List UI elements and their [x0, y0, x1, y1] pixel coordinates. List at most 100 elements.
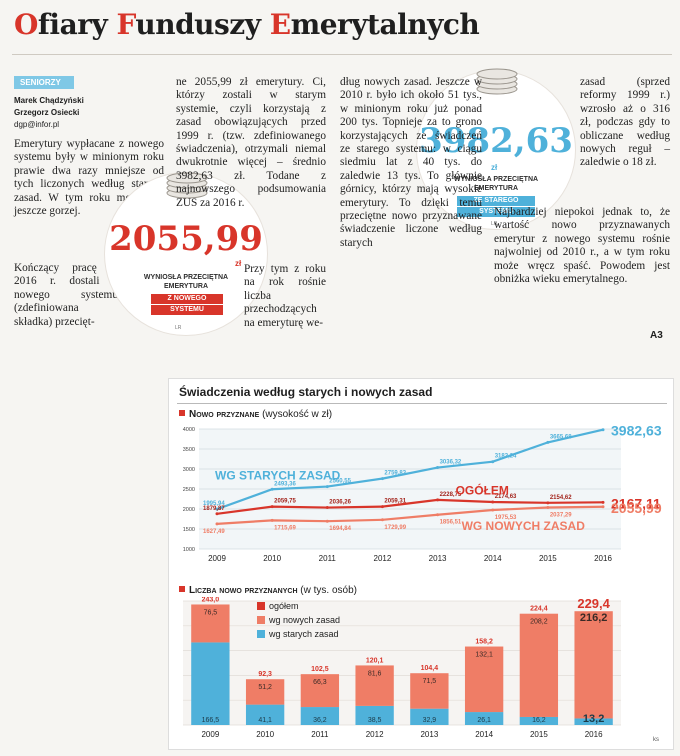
bar-total-label: 104,4	[421, 665, 439, 672]
y-tick-label: 1000	[183, 547, 195, 553]
bar-total-label: 158,2	[475, 639, 493, 646]
bar-old-label: 41,1	[258, 717, 272, 724]
article-column-3a: dług nowych zasad. Jeszcze w 2010 r. był…	[340, 76, 482, 250]
legend-label: wg nowych zasad	[268, 615, 340, 625]
body-paragraph: Kończący pracę w 2016 r. dostali z noweg…	[14, 262, 118, 328]
chart-credit: ks	[653, 737, 659, 743]
y-tick-label: 3000	[183, 467, 195, 473]
headline-initial-o: O	[14, 8, 38, 41]
data-label: 1995,94	[203, 501, 225, 507]
x-tick-label: 2014	[475, 730, 493, 739]
data-point	[491, 460, 495, 464]
article-column-4b: Najbardziej niepokoi jednak to, że warto…	[494, 206, 670, 286]
x-tick-label: 2014	[484, 554, 502, 563]
article-column-1b: Kończący pracę w 2016 r. dostali z noweg…	[14, 262, 118, 329]
headline-divider	[12, 54, 672, 55]
bar-old-system	[355, 705, 394, 725]
coins-icon	[166, 172, 208, 199]
data-label: 2493,36	[274, 481, 296, 487]
data-label: 1627,49	[203, 529, 225, 535]
data-point	[601, 505, 605, 509]
bar-new-system	[355, 665, 394, 706]
author-name: Grzegorz Osiecki	[14, 108, 80, 117]
x-tick-label: 2013	[420, 730, 438, 739]
article-column-1: Emerytury wypłacane z nowego systemu był…	[14, 138, 164, 218]
x-tick-label: 2009	[208, 554, 226, 563]
badge-new-credit: LR	[175, 325, 182, 331]
legend-label: ogółem	[269, 601, 299, 611]
series-line	[216, 498, 604, 515]
body-paragraph: Najbardziej niepokoi jednak to, że warto…	[494, 206, 670, 286]
data-point	[380, 518, 384, 522]
data-point	[436, 513, 440, 517]
data-point	[380, 505, 384, 509]
data-label: 1715,69	[274, 525, 296, 531]
body-paragraph: Przy tym z roku na rok rośnie liczba prz…	[244, 263, 326, 329]
data-point	[215, 512, 219, 516]
series-name: WG NOWYCH ZASAD	[462, 519, 586, 533]
legend-label: wg starych zasad	[268, 629, 339, 639]
byline: Marek Chądzyński Grzegorz Osiecki dgp@in…	[14, 95, 84, 131]
badge-new-pill-1: Z NOWEGO	[151, 294, 223, 304]
data-label: 2154,62	[550, 495, 572, 501]
data-point	[601, 500, 605, 504]
bar-chart-title-rest: (w tys. osób)	[300, 585, 357, 596]
data-label: 2174,63	[495, 494, 517, 500]
chart-panel: Świadczenia według starych i nowych zasa…	[168, 378, 674, 750]
data-label: 1856,51	[440, 520, 462, 526]
x-tick-label: 2016	[594, 554, 612, 563]
x-tick-label: 2011	[311, 730, 329, 739]
article-column-2: ne 2055,99 zł emerytury. Ci, którzy zost…	[176, 76, 326, 210]
line-chart-title-bold: Nowo przyznane	[189, 409, 260, 420]
legend-swatch	[257, 616, 265, 624]
data-label: 1694,84	[329, 526, 351, 532]
bar-old-label: 38,5	[368, 717, 382, 724]
badge-new-caption-2: EMERYTURA	[163, 283, 209, 290]
badge-new-pill-2: SYSTEMU	[151, 305, 223, 315]
bar-chart-title-bold: Liczba nowo przyznanych	[189, 585, 298, 596]
bar-new-label: 216,2	[580, 612, 608, 624]
author-email[interactable]: dgp@infor.pl	[14, 120, 60, 129]
data-label: 1729,99	[384, 525, 406, 531]
x-tick-label: 2015	[530, 730, 548, 739]
bar-new-label: 76,5	[204, 609, 218, 616]
bar-chart-title: Liczba nowo przyznanych (w tys. osób)	[179, 585, 357, 596]
body-paragraph: dług nowych zasad. Jeszcze w 2010 r. był…	[340, 76, 482, 249]
chart-panel-title: Świadczenia według starych i nowych zasa…	[179, 385, 433, 399]
bar-old-label: 32,9	[423, 717, 437, 724]
x-tick-label: 2011	[319, 554, 337, 563]
line-chart-title-rest: (wysokość w zł)	[262, 409, 333, 420]
badge-old-caption-2: EMERYTURA	[473, 185, 519, 192]
data-label: 2037,29	[550, 513, 572, 519]
badge-old-caption-1: WYNIOSŁA PRZECIĘTNA	[453, 176, 539, 183]
article-column-2b: Przy tym z roku na rok rośnie liczba prz…	[244, 263, 326, 330]
bar-new-label: 208,2	[530, 619, 548, 626]
bar-new-label: 66,3	[313, 679, 327, 686]
bar-new-system	[574, 611, 613, 719]
y-tick-label: 3500	[183, 447, 195, 453]
y-tick-label: 2500	[183, 487, 195, 493]
page-reference: A3	[650, 330, 663, 341]
bar-new-label: 81,6	[368, 670, 382, 677]
data-point	[270, 487, 274, 491]
x-tick-label: 2012	[366, 730, 384, 739]
headline-initial-f: F	[116, 8, 136, 41]
x-tick-label: 2010	[263, 554, 281, 563]
bar-total-label: 224,4	[530, 606, 548, 613]
series-line	[216, 428, 604, 511]
data-point	[380, 477, 384, 481]
data-label-latest: 2167,11	[611, 495, 661, 511]
data-label: 2759,83	[384, 471, 406, 477]
x-tick-label: 2013	[429, 554, 447, 563]
bar-total-label: 120,1	[366, 657, 384, 664]
data-label: 3036,32	[440, 460, 462, 466]
badge-new-caption-1: WYNIOSŁA PRZECIĘTNA	[143, 274, 229, 281]
bar-new-label: 71,5	[423, 678, 437, 685]
badge-old-pill-2: SYSTEMU	[457, 207, 535, 217]
y-tick-label: 2000	[183, 507, 195, 513]
x-tick-label: 2016	[585, 730, 603, 739]
bar-old-label: 36,2	[313, 717, 327, 724]
data-point	[436, 498, 440, 502]
bar-total-label: 92,3	[258, 671, 272, 678]
